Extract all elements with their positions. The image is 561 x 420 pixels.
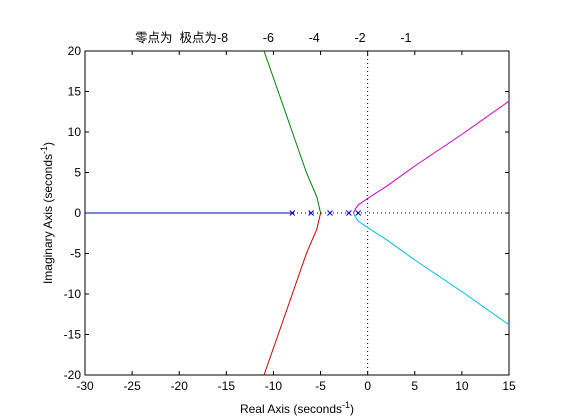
y-axis-label-close: ) <box>41 142 55 146</box>
y-tick-label: 10 <box>68 125 82 139</box>
x-tick-label: -15 <box>218 379 236 393</box>
x-tick-label: 10 <box>455 379 469 393</box>
chart-title: 零点为 极点为-8 -6 -4 -2 -1 <box>135 31 411 45</box>
y-tick-label: -20 <box>64 368 82 382</box>
y-tick-label: -15 <box>64 328 82 342</box>
y-tick-label: 0 <box>74 206 81 220</box>
y-tick-label: -10 <box>64 287 82 301</box>
y-tick-label: 5 <box>74 166 81 180</box>
y-tick-label: 15 <box>68 85 82 99</box>
x-axis-label: Real Axis (seconds-1) <box>240 400 354 416</box>
x-tick-label: 5 <box>411 379 418 393</box>
y-tick-label: 20 <box>68 44 82 58</box>
y-tick-label: -5 <box>70 247 81 261</box>
x-axis-label-text: Real Axis (seconds <box>240 402 342 416</box>
x-tick-label: -5 <box>315 379 326 393</box>
x-tick-label: 0 <box>364 379 371 393</box>
y-axis-label-sup: -1 <box>39 146 49 154</box>
x-tick-label: -20 <box>171 379 189 393</box>
y-axis-label-text: Imaginary Axis (seconds <box>41 154 55 284</box>
x-tick-label: -25 <box>123 379 141 393</box>
x-axis-label-sup: -1 <box>342 400 350 410</box>
x-axis-label-close: ) <box>350 402 354 416</box>
x-tick-label: -10 <box>265 379 283 393</box>
x-tick-label: 15 <box>502 379 516 393</box>
y-axis-label: Imaginary Axis (seconds-1) <box>39 142 55 284</box>
